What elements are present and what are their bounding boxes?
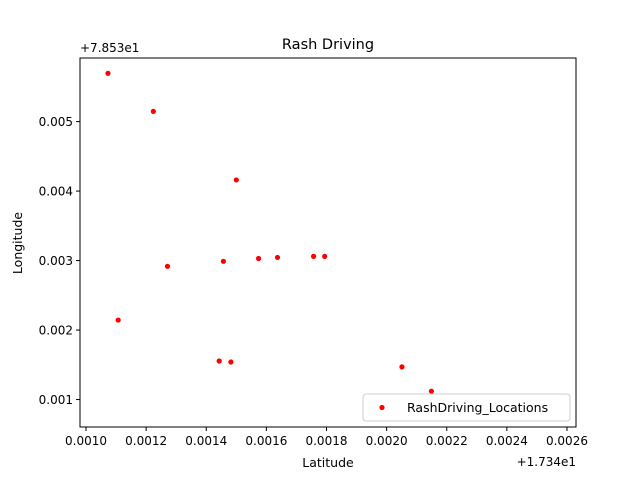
data-point	[428, 388, 435, 394]
y-tick-label: 0.002	[39, 324, 73, 338]
chart-title: Rash Driving	[282, 37, 374, 53]
x-tick-label: 0.0026	[546, 434, 588, 448]
y-tick-label: 0.001	[39, 393, 73, 407]
x-tick-label: 0.0016	[245, 434, 287, 448]
x-tick-label: 0.0014	[185, 434, 227, 448]
x-tick-label: 0.0022	[426, 434, 468, 448]
y-offset-label: +7.853e1	[80, 41, 139, 55]
legend-box	[362, 393, 571, 422]
legend-label: RashDriving_Locations	[407, 400, 548, 415]
data-point	[274, 254, 281, 261]
y-tick-label: 0.005	[39, 115, 73, 129]
y-axis-label: Longitude	[10, 212, 25, 274]
plot-area: 0.0010 0.0012 0.0014 0.0016 0.0018 0.0020 0.00…	[39, 57, 588, 448]
y-tick-label: 0.004	[39, 185, 73, 199]
x-tick-label: 0.0020	[366, 434, 408, 448]
data-point	[216, 358, 222, 364]
data-point	[322, 253, 328, 259]
x-offset-label: +1.734e1	[517, 455, 576, 469]
data-point	[115, 317, 121, 323]
data-point	[228, 359, 234, 365]
data-point	[220, 258, 226, 264]
x-tick-label: 0.0018	[305, 434, 347, 448]
x-axis-label: Latitude	[302, 455, 354, 470]
data-point	[233, 177, 239, 183]
data-point	[310, 253, 317, 259]
data-point	[164, 263, 171, 269]
data-point	[255, 255, 262, 262]
x-tick-label: 0.0012	[125, 434, 167, 448]
data-point	[399, 364, 405, 370]
legend-marker	[379, 404, 385, 411]
legend: RashDriving_Locations	[362, 393, 571, 422]
axes-frame	[79, 57, 577, 428]
x-tick-label: 0.0010	[65, 434, 107, 448]
data-point	[105, 70, 111, 76]
data-point	[150, 108, 156, 114]
y-tick-label: 0.003	[39, 254, 73, 268]
x-tick-label: 0.0024	[486, 434, 528, 448]
